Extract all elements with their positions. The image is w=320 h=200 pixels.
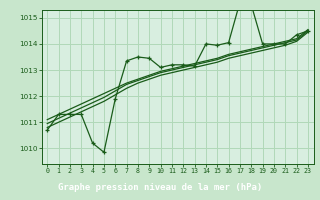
Text: Graphe pression niveau de la mer (hPa): Graphe pression niveau de la mer (hPa): [58, 183, 262, 192]
